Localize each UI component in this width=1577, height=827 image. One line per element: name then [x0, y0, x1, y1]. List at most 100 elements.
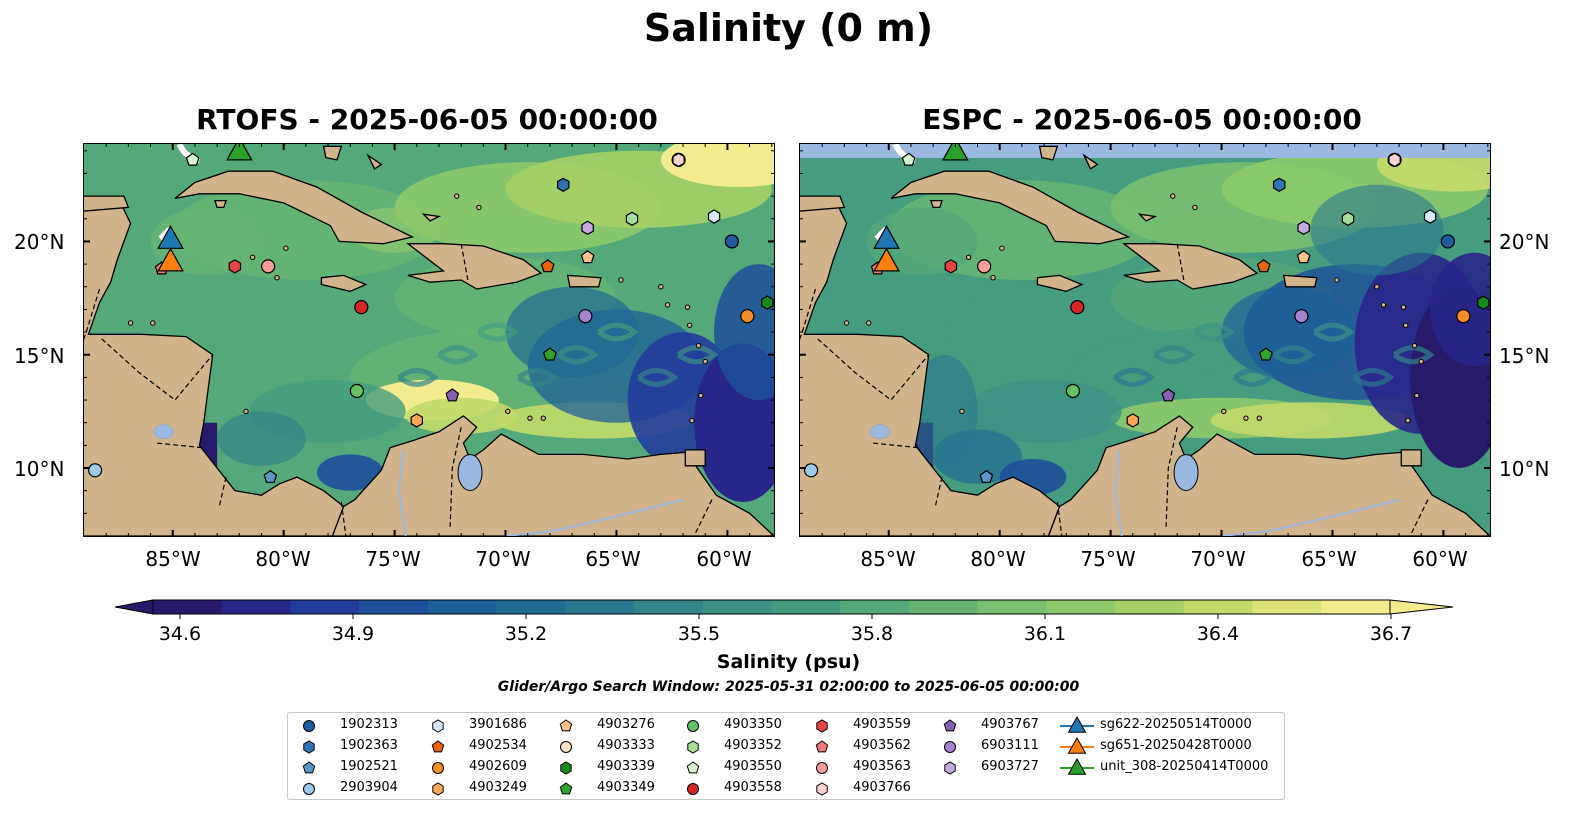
panel-title-rtofs: RTOFS - 2025-06-05 00:00:00 [196, 103, 658, 136]
argo-marker-6903111[interactable] [1294, 309, 1309, 324]
lon-label-85w: 85°W [860, 547, 916, 571]
argo-marker-4903563[interactable] [261, 259, 276, 274]
legend: 1902313 1902363 1902521 2903904 3901686 49025… [287, 712, 1285, 800]
colorbar-tick: 36.7 [1369, 623, 1413, 645]
colorbar-swatch [977, 600, 1047, 614]
argo-marker-2903904[interactable] [87, 463, 103, 478]
colorbar-label: Salinity (psu) [716, 651, 861, 673]
panel-title-espc: ESPC - 2025-06-05 00:00:00 [922, 103, 1362, 136]
argo-marker-6903111[interactable] [578, 309, 593, 324]
lat-label-15n-right: 15°N [1499, 344, 1550, 368]
legend-label: 2903904 [340, 780, 398, 795]
argo-marker-4903766[interactable] [672, 152, 685, 168]
argo-marker-4903352[interactable] [1341, 211, 1355, 226]
legend-label: 4903349 [597, 780, 655, 795]
argo-marker-1902521[interactable] [263, 469, 278, 483]
argo-marker-1902521[interactable] [979, 469, 994, 483]
colorbar-extend-high [1389, 599, 1454, 615]
argo-marker-2903904[interactable] [803, 463, 819, 478]
lon-label-60w: 60°W [1412, 547, 1468, 571]
argo-marker-4902534[interactable] [540, 259, 555, 273]
legend-label: 4903333 [597, 738, 655, 753]
colorbar-tick: 34.9 [331, 623, 375, 645]
colorbar-tick: 35.2 [504, 623, 548, 645]
argo-marker-3901686[interactable] [707, 209, 721, 224]
legend-label: 4902609 [469, 759, 527, 774]
argo-marker-6903727[interactable] [1297, 220, 1310, 235]
argo-marker-4903559[interactable] [944, 259, 958, 274]
argo-marker-4903276[interactable] [1296, 250, 1311, 264]
argo-marker-6903727[interactable] [581, 220, 594, 235]
lat-label-10n-right: 10°N [1499, 457, 1550, 481]
glider-marker-sg651-20250428T0000[interactable] [157, 247, 184, 272]
argo-marker-4903349[interactable] [542, 347, 557, 361]
legend-label: 4903352 [724, 738, 782, 753]
legend-label: sg651-20250428T0000 [1100, 738, 1252, 753]
argo-marker-4903558[interactable] [354, 300, 369, 315]
legend-marker-icon [1060, 737, 1094, 754]
legend-label: 4903249 [469, 780, 527, 795]
legend-label: 4903276 [597, 717, 655, 732]
colorbar-tick: 35.5 [677, 623, 721, 645]
glider-marker-sg651-20250428T0000[interactable] [873, 247, 900, 272]
argo-marker-4903249[interactable] [410, 413, 423, 428]
argo-marker-4903550[interactable] [901, 152, 916, 166]
glider-marker-unit_308-20250414T0000[interactable] [941, 144, 969, 161]
colorbar-swatch [496, 600, 566, 614]
legend-marker-icon [431, 740, 445, 753]
argo-marker-4903339[interactable] [761, 295, 774, 310]
glider-marker-unit_308-20250414T0000[interactable] [225, 144, 253, 161]
legend-marker-icon [944, 741, 956, 753]
legend-label: 4903558 [724, 780, 782, 795]
search-window-text: Glider/Argo Search Window: 2025-05-31 02… [497, 679, 1080, 695]
argo-marker-4902609[interactable] [740, 309, 755, 324]
colorbar-swatch [1115, 600, 1185, 614]
argo-marker-4903563[interactable] [977, 259, 992, 274]
map-panel-rtofs[interactable] [83, 143, 775, 537]
argo-marker-4903550[interactable] [185, 152, 200, 166]
argo-marker-4903558[interactable] [1070, 300, 1085, 315]
argo-marker-4903249[interactable] [1126, 413, 1139, 428]
argo-marker-3901686[interactable] [1423, 209, 1437, 224]
argo-marker-4903350[interactable] [349, 383, 364, 399]
argo-marker-4903767[interactable] [445, 388, 460, 402]
legend-label: 1902521 [340, 759, 398, 774]
legend-label: 4903767 [981, 717, 1039, 732]
legend-marker-icon [1060, 716, 1094, 733]
colorbar-swatch [1252, 600, 1322, 614]
argo-marker-4902534[interactable] [1256, 259, 1271, 273]
legend-label: sg622-20250514T0000 [1100, 717, 1252, 732]
argo-marker-4903276[interactable] [580, 250, 595, 264]
argo-marker-4903350[interactable] [1065, 383, 1080, 399]
argo-marker-4903339[interactable] [1477, 295, 1490, 310]
legend-marker-icon [944, 761, 956, 775]
colorbar-swatch [771, 600, 841, 614]
argo-marker-4903349[interactable] [1258, 347, 1273, 361]
argo-marker-4903766[interactable] [1388, 152, 1401, 168]
argo-marker-1902363[interactable] [1273, 177, 1286, 192]
argo-marker-1902313[interactable] [724, 234, 739, 249]
legend-label: 4903339 [597, 759, 655, 774]
lon-label-75w: 75°W [1080, 547, 1136, 571]
argo-marker-4903352[interactable] [625, 211, 639, 226]
legend-marker-icon [687, 783, 699, 795]
colorbar-swatch [1321, 600, 1391, 614]
legend-marker-icon [303, 720, 315, 732]
legend-label: 4903550 [724, 759, 782, 774]
legend-marker-icon [432, 782, 444, 796]
argo-marker-4903559[interactable] [228, 259, 242, 274]
argo-marker-1902313[interactable] [1440, 234, 1455, 249]
argo-marker-4902609[interactable] [1456, 309, 1471, 324]
argo-marker-4903767[interactable] [1161, 388, 1176, 402]
legend-label: 1902363 [340, 738, 398, 753]
colorbar-swatch [290, 600, 360, 614]
legend-label: 4903766 [853, 780, 911, 795]
legend-marker-icon [303, 740, 315, 754]
salinity-map [84, 144, 774, 536]
lat-label-15n-left: 15°N [14, 344, 65, 368]
lon-label-75w: 75°W [365, 547, 421, 571]
colorbar-swatch [359, 600, 429, 614]
colorbar [115, 599, 1454, 619]
map-panel-espc[interactable] [799, 143, 1491, 537]
argo-marker-1902363[interactable] [557, 177, 570, 192]
